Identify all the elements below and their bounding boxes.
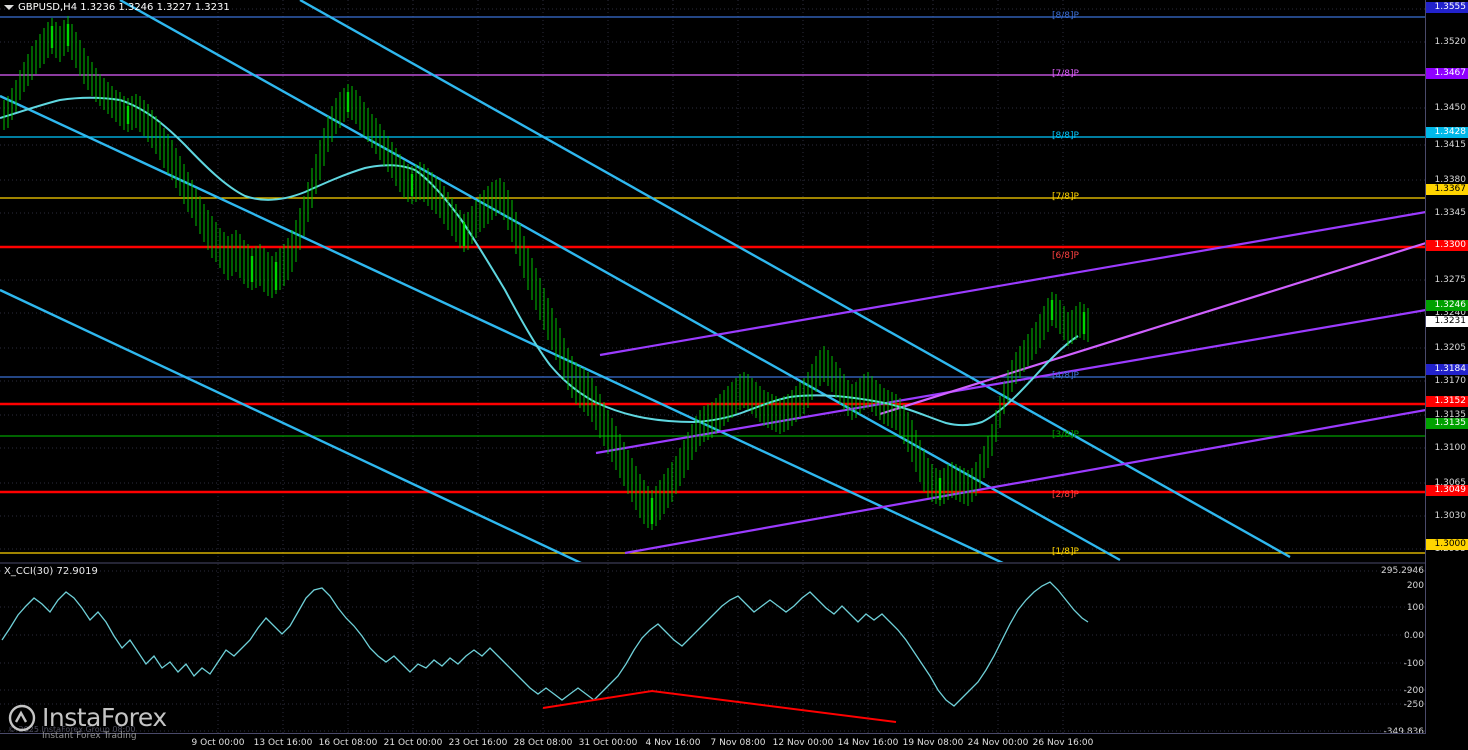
price-tick: 1.3450 (1434, 103, 1467, 113)
price-badge: 1.3000 (1426, 539, 1468, 550)
price-badge: 1.3428 (1426, 127, 1468, 138)
price-tick: 1.3380 (1434, 175, 1467, 185)
price-tick: 1.3415 (1434, 140, 1467, 150)
murray-level-label: [7/8]P (1052, 69, 1079, 79)
price-badge: 1.3300 (1426, 240, 1468, 251)
murray-level-label: [8/8]P (1052, 131, 1079, 141)
price-tick: 1.3520 (1434, 37, 1467, 47)
price-tick: 1.3135 (1434, 410, 1467, 420)
murray-level-label: [6/8]P (1052, 251, 1079, 261)
cci-scale-tick: 295.2946 (1381, 566, 1424, 576)
murray-level-label: [4/8]P (1052, 371, 1079, 381)
watermark-subtext: Instant Forex Trading (42, 731, 137, 741)
price-tick: 1.3240 (1434, 308, 1467, 318)
instaforex-watermark: InstaForex Instant Forex Trading (8, 703, 167, 741)
cci-scale-tick: -250 (1403, 700, 1424, 710)
price-badge: 1.3135 (1426, 418, 1468, 429)
time-tick: 31 Oct 00:00 (578, 738, 638, 748)
murray-level-label: [7/8]P (1052, 192, 1079, 202)
cci-indicator-label: X_CCI(30) 72.9019 (4, 566, 98, 577)
price-scale[interactable]: 1.3555 1.3520 1.3485 1.3450 1.3415 1.338… (1425, 0, 1468, 750)
cci-scale-tick: 100 (1406, 603, 1424, 613)
time-scale[interactable]: 9 Oct 00:00 13 Oct 16:00 16 Oct 08:00 21… (0, 733, 1426, 750)
time-tick: 19 Nov 08:00 (902, 738, 964, 748)
time-tick: 24 Nov 00:00 (967, 738, 1029, 748)
time-tick: 28 Oct 08:00 (513, 738, 573, 748)
watermark-text: InstaForex (42, 703, 167, 732)
chevron-down-icon[interactable] (4, 4, 14, 10)
price-badge: 1.3246 (1426, 300, 1468, 311)
price-badge: 1.3152 (1426, 396, 1468, 407)
symbol-ohlc-label: GBPUSD,H4 1.3236 1.3246 1.3227 1.3231 (18, 1, 230, 13)
murray-level-label: [8/8]P (1052, 11, 1079, 21)
instaforex-logo-icon (8, 704, 36, 731)
symbol-info-bar[interactable]: GBPUSD,H4 1.3236 1.3246 1.3227 1.3231 (0, 0, 230, 14)
time-tick: 21 Oct 00:00 (383, 738, 443, 748)
price-badge: 1.3184 (1426, 364, 1468, 375)
price-tick: 1.3100 (1434, 443, 1467, 453)
price-tick: 1.3205 (1434, 343, 1467, 353)
cci-scale-tick: -100 (1403, 659, 1424, 669)
cci-scale-tick: 200 (1406, 581, 1424, 591)
current-price-badge: 1.3231 (1426, 316, 1468, 327)
time-tick: 4 Nov 16:00 (645, 738, 701, 748)
time-tick: 26 Nov 16:00 (1032, 738, 1094, 748)
time-tick: 9 Oct 00:00 (191, 738, 245, 748)
price-tick: 1.3275 (1434, 275, 1467, 285)
murray-level-label: [2/8]P (1052, 490, 1079, 500)
time-tick: 23 Oct 16:00 (448, 738, 508, 748)
murray-level-label: [3/8]P (1052, 430, 1079, 440)
price-badge: 1.3555 (1426, 2, 1468, 13)
murray-level-label: [1/8]P (1052, 547, 1079, 557)
time-tick: 13 Oct 16:00 (253, 738, 313, 748)
time-tick: 14 Nov 16:00 (837, 738, 899, 748)
time-tick: 7 Nov 08:00 (710, 738, 766, 748)
price-tick: 1.3170 (1434, 376, 1467, 386)
price-badge: 1.3467 (1426, 68, 1468, 79)
cci-scale-tick: -349.836 (1383, 727, 1424, 737)
time-tick: 12 Nov 00:00 (772, 738, 834, 748)
price-badge: 1.3049 (1426, 485, 1468, 496)
cci-scale-tick: 0.00 (1403, 631, 1424, 641)
price-tick: 1.3065 (1434, 478, 1467, 488)
time-tick: 16 Oct 08:00 (318, 738, 378, 748)
copyright-text: © 2025 InstaForex Group 08:00 (8, 725, 136, 734)
price-tick: 1.3030 (1434, 511, 1467, 521)
price-tick: 1.3345 (1434, 208, 1467, 218)
cci-scale-tick: -200 (1403, 686, 1424, 696)
price-badge: 1.3367 (1426, 184, 1468, 195)
